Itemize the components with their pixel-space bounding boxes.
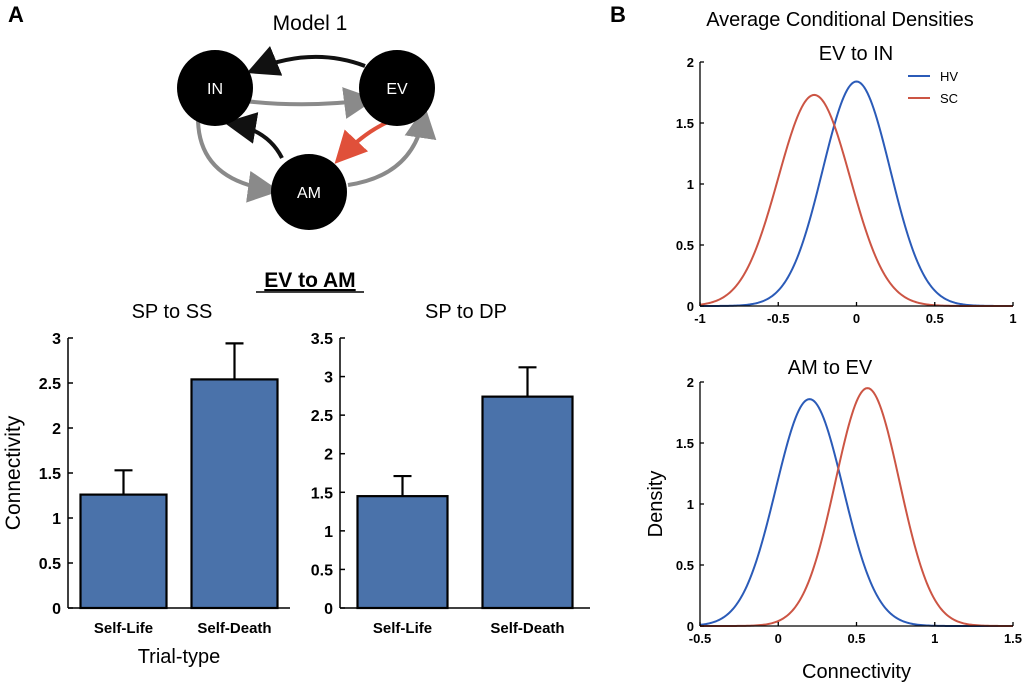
x-tick-label: 0.5	[847, 631, 865, 646]
node-ev	[359, 50, 435, 126]
node-ev-label: EV	[386, 81, 408, 98]
x-tick-label: 0.5	[926, 311, 944, 326]
node-in	[177, 50, 253, 126]
chart-title: EV to IN	[819, 43, 893, 65]
arrow-am-to-ev	[347, 106, 437, 187]
series-line-hv	[699, 80, 1014, 307]
x-tick-label: -0.5	[767, 311, 789, 326]
y-tick-label: 0	[687, 299, 694, 314]
arrow-in-to-ev	[244, 87, 376, 119]
model-title: Model 1	[273, 12, 348, 35]
y-axis-label: Connectivity	[2, 415, 25, 530]
node-in-label: IN	[207, 81, 223, 98]
y-tick-label: 2.5	[311, 408, 333, 425]
y-tick-label: 3	[52, 331, 61, 348]
model-diagram: Model 1 IN EV AM	[177, 12, 437, 230]
y-tick-label: 0	[52, 601, 61, 618]
bar-self-life	[356, 495, 449, 610]
x-tick-label: -1	[694, 311, 706, 326]
x-tick-label: -0.5	[689, 631, 711, 646]
y-tick-label: 0.5	[311, 562, 333, 579]
panel-a-label: A	[8, 2, 24, 27]
x-tick-label: Self-Life	[94, 620, 153, 637]
arrow-in-to-am	[196, 117, 280, 203]
y-tick-label: 2	[687, 55, 694, 70]
chart-title: SP to SS	[132, 301, 213, 323]
y-tick-label: 2	[687, 375, 694, 390]
legend-label-sc: SC	[940, 91, 958, 106]
y-tick-label: 1	[324, 524, 333, 541]
arrow-ev-to-in	[246, 46, 366, 76]
y-tick-label: 0	[324, 601, 333, 618]
series-line-sc	[700, 387, 1013, 627]
y-tick-label: 2.5	[39, 376, 61, 393]
y-tick-label: 1	[52, 511, 61, 528]
y-tick-label: 1.5	[39, 466, 61, 483]
density-chart-ev-to-in: Average Conditional Densities EV to IN -1 -…	[676, 9, 1017, 326]
density-chart-am-to-ev: AM to EV-0.5 0 0.5 1 1.500.511.52Connectivit…	[645, 357, 1022, 683]
x-tick-label: Self-Death	[197, 620, 271, 637]
bar-self-death	[481, 395, 574, 610]
y-tick-label: 3	[324, 370, 333, 387]
chart-title: SP to DP	[425, 301, 507, 323]
x-tick-label: 1.5	[1004, 631, 1022, 646]
y-tick-label: 1	[687, 497, 694, 512]
bar-self-death	[190, 378, 279, 610]
y-tick-label: 3.5	[311, 331, 333, 348]
node-am	[271, 154, 347, 230]
y-tick-label: 1	[687, 177, 694, 192]
node-am-label: AM	[297, 185, 321, 202]
x-axis-label: Trial-type	[138, 646, 221, 668]
arrow-am-to-in	[224, 112, 284, 159]
legend-label-hv: HV	[940, 69, 958, 84]
y-tick-label: 0	[687, 619, 694, 634]
y-tick-label: 2	[324, 447, 333, 464]
bar-self-life	[79, 493, 168, 610]
chart-title: AM to EV	[788, 357, 873, 379]
bar-chart-sp-to-ss: SP to SS Self-Life Self-Death 0 0.5 1 1.5 2 2.5 3…	[2, 301, 290, 668]
bar-chart-sp-to-dp: SP to DP Self-Life Self-Death 0 0.5 1 1.5 2 2.5 3…	[311, 301, 590, 637]
y-axis-label: Density	[645, 471, 667, 538]
y-tick-label: 0.5	[39, 556, 61, 573]
chart-suptitle: Average Conditional Densities	[706, 9, 974, 31]
x-tick-label: 0	[775, 631, 782, 646]
x-tick-label: 0	[853, 311, 860, 326]
x-tick-label: 1	[1009, 311, 1016, 326]
x-tick-label: Self-Death	[490, 620, 564, 637]
y-tick-label: 0.5	[676, 558, 694, 573]
x-tick-label: Self-Life	[373, 620, 432, 637]
y-tick-label: 1.5	[676, 116, 694, 131]
y-tick-label: 2	[52, 421, 61, 438]
panel-b-label: B	[610, 2, 626, 27]
series-line-hv	[699, 398, 1013, 627]
y-tick-label: 1.5	[311, 485, 333, 502]
x-axis-label: Connectivity	[802, 661, 911, 683]
x-tick-label: 1	[931, 631, 938, 646]
y-tick-label: 1.5	[676, 436, 694, 451]
bar-section-title: EV to AM	[264, 269, 355, 292]
y-tick-label: 0.5	[676, 238, 694, 253]
series-line-sc	[699, 93, 1013, 307]
